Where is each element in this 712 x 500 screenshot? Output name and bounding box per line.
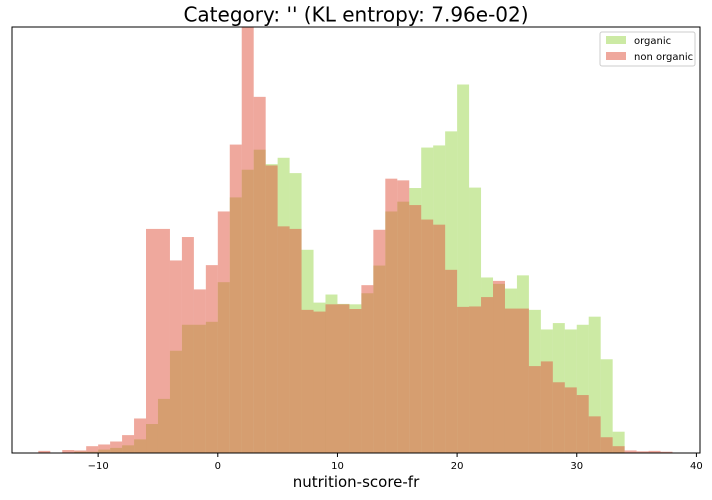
plot-frame <box>11 26 701 454</box>
histogram-bar <box>181 237 194 453</box>
histogram-bar <box>62 450 75 453</box>
legend-label: organic <box>634 36 671 47</box>
histogram-bar <box>169 260 182 453</box>
histogram-bar <box>636 451 649 453</box>
bars-layer <box>38 27 673 454</box>
x-tick-label: −10 <box>88 461 109 472</box>
histogram-bar <box>648 450 661 453</box>
histogram-bar <box>433 224 446 453</box>
histogram-bar <box>576 324 589 453</box>
x-tick-label: 0 <box>215 461 221 472</box>
histogram-bar <box>624 450 637 453</box>
histogram-bar <box>325 304 338 453</box>
histogram-bar <box>265 165 278 453</box>
histogram-bar <box>361 285 374 453</box>
x-tick-label: 40 <box>690 461 703 472</box>
histogram-bar <box>600 359 613 453</box>
histogram-bar <box>229 144 242 453</box>
histogram-bar <box>421 219 434 453</box>
histogram-bar <box>588 316 601 453</box>
histogram-bar <box>612 431 625 453</box>
histogram-bar <box>122 435 135 453</box>
histogram-bar <box>289 228 302 453</box>
histogram-bar <box>193 289 206 453</box>
histogram-bar <box>373 229 386 453</box>
histogram-bar <box>481 297 494 453</box>
histogram-bar <box>385 178 398 453</box>
histogram-bar <box>253 96 266 454</box>
histogram-bar <box>504 308 517 453</box>
legend-swatch <box>606 36 626 44</box>
histogram-bar <box>86 446 99 453</box>
histogram-bar <box>349 309 362 453</box>
histogram-bar <box>38 450 51 453</box>
histogram-bar <box>612 446 625 453</box>
x-axis-ticks: −10 0 10 20 30 40 <box>88 453 703 472</box>
histogram-bar <box>205 265 218 453</box>
series-non-organic <box>38 27 673 454</box>
chart-title: Category: '' (KL entropy: 7.96e-02) <box>183 3 528 27</box>
x-tick-label: 20 <box>451 461 464 472</box>
x-axis-label: nutrition-score-fr <box>293 473 420 491</box>
histogram-bar <box>301 309 314 453</box>
x-tick-label: 30 <box>570 461 583 472</box>
histogram-bar <box>445 269 458 453</box>
histogram-bar <box>457 306 470 453</box>
histogram-bar <box>516 308 529 453</box>
histogram-bar <box>313 311 326 453</box>
histogram-bar <box>277 226 290 453</box>
histogram-bar <box>134 418 147 453</box>
histogram-bar <box>397 180 410 454</box>
histogram-bar <box>528 366 541 453</box>
histogram-bar <box>157 228 170 453</box>
histogram-bar <box>337 304 350 453</box>
histogram-bar <box>588 416 601 453</box>
histogram-bar <box>457 84 470 453</box>
x-tick-label: 10 <box>331 461 344 472</box>
histogram-bar <box>493 280 505 453</box>
histogram-bar <box>576 395 589 453</box>
histogram-bar <box>74 450 87 453</box>
histogram-bar <box>217 211 230 453</box>
histogram-bar <box>409 205 422 453</box>
legend-swatch <box>606 52 626 60</box>
histogram-bar <box>98 444 111 453</box>
histogram-bar <box>110 441 123 453</box>
histogram-bar <box>564 387 577 453</box>
histogram-bar <box>241 27 254 453</box>
legend-label: non organic <box>634 52 693 63</box>
legend: organic non organic <box>599 31 696 67</box>
histogram-bar <box>469 306 482 453</box>
histogram-bar <box>660 451 673 453</box>
histogram-bar <box>552 382 565 453</box>
histogram-bar <box>146 228 158 453</box>
histogram-bar <box>600 437 613 453</box>
histogram-bar <box>540 361 553 453</box>
